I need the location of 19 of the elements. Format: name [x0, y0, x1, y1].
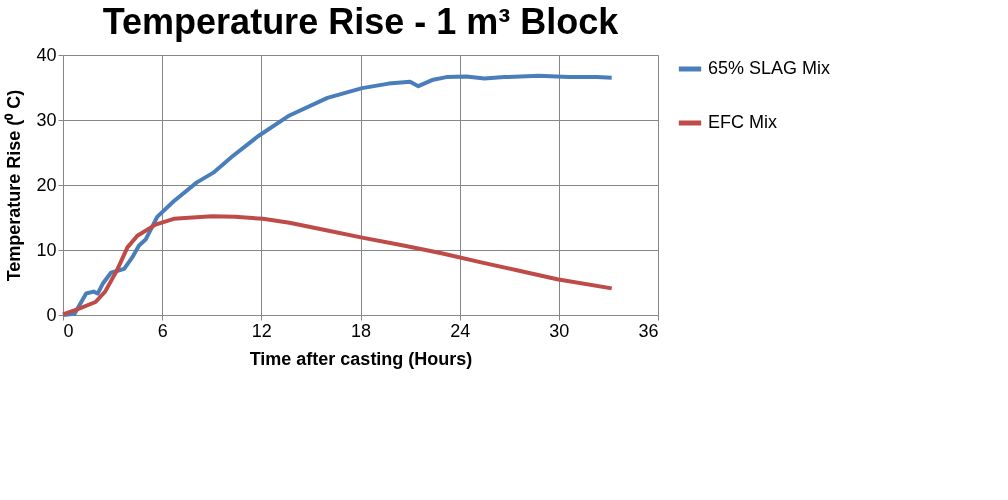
- y-tick-label: 40: [36, 44, 57, 65]
- x-tick-label: 30: [549, 320, 570, 341]
- x-tick-label: 24: [450, 320, 471, 341]
- x-tick-label: 36: [638, 320, 659, 341]
- x-tick-label: 0: [63, 320, 74, 341]
- legend-label: 65% SLAG Mix: [708, 58, 831, 78]
- x-tick-label: 6: [157, 320, 168, 341]
- x-tick-label: 12: [251, 320, 272, 341]
- y-tick-label: 0: [46, 304, 57, 325]
- line-series: [61, 214, 614, 317]
- y-tick-label: 10: [36, 239, 57, 260]
- legend-label: EFC Mix: [708, 112, 777, 132]
- x-tick-label: 18: [350, 320, 372, 341]
- y-tick-label: 30: [36, 109, 57, 130]
- y-axis-title: Temperature Rise (⁰ C): [4, 89, 25, 282]
- x-axis-title: Time after casting (Hours): [249, 348, 473, 369]
- y-tick-label: 20: [36, 174, 57, 195]
- chart-title: Temperature Rise - 1 m³ Block: [102, 1, 620, 42]
- line-series: [61, 73, 614, 317]
